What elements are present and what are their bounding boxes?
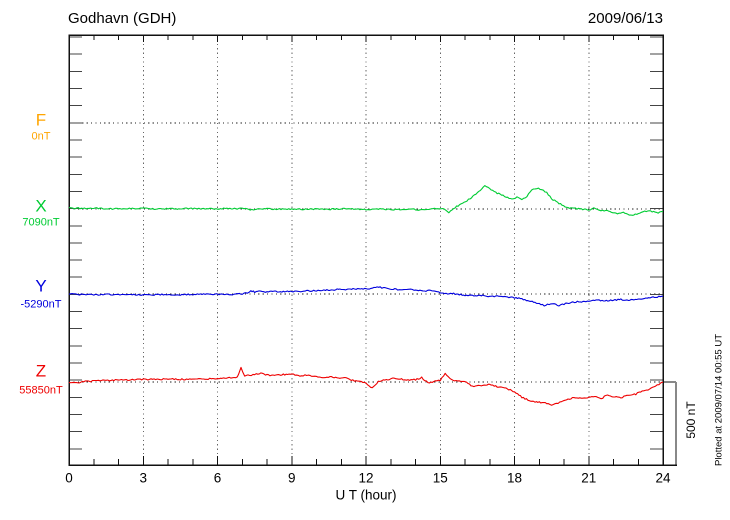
plotted-at-note: Plotted at 2009/07/14 00:55 UT (713, 333, 725, 467)
component-label-F: F (35, 110, 47, 130)
component-baseline-value-F: 0nT (31, 130, 51, 143)
x-tick-label-21: 21 (581, 470, 597, 486)
plot-date: 2009/06/13 (587, 10, 663, 27)
x-axis-label: U T (hour) (335, 487, 397, 503)
plot-frame (68, 34, 664, 466)
x-tick-label-18: 18 (506, 470, 523, 486)
x-tick-label-9: 9 (287, 470, 296, 486)
trace-Z (68, 366, 663, 406)
component-baseline-value-X: 7090nT (22, 216, 60, 229)
scale-bar-label: 500 nT (684, 401, 698, 439)
component-baseline-value-Z: 55850nT (19, 384, 63, 397)
x-tick-label-15: 15 (432, 470, 448, 486)
x-tick-label-24: 24 (655, 470, 671, 486)
x-tick-label-6: 6 (213, 470, 222, 486)
x-tick-label-12: 12 (358, 470, 374, 486)
component-label-Z: Z (35, 361, 47, 381)
x-tick-label-3: 3 (139, 470, 148, 486)
x-tick-label-0: 0 (65, 470, 73, 486)
station-title: Godhavn (GDH) (68, 10, 177, 27)
component-label-X: X (35, 196, 47, 216)
component-label-Y: Y (35, 276, 47, 296)
trace-Y (68, 286, 664, 307)
trace-X (68, 185, 664, 216)
component-baseline-value-Y: -5290nT (20, 298, 62, 311)
